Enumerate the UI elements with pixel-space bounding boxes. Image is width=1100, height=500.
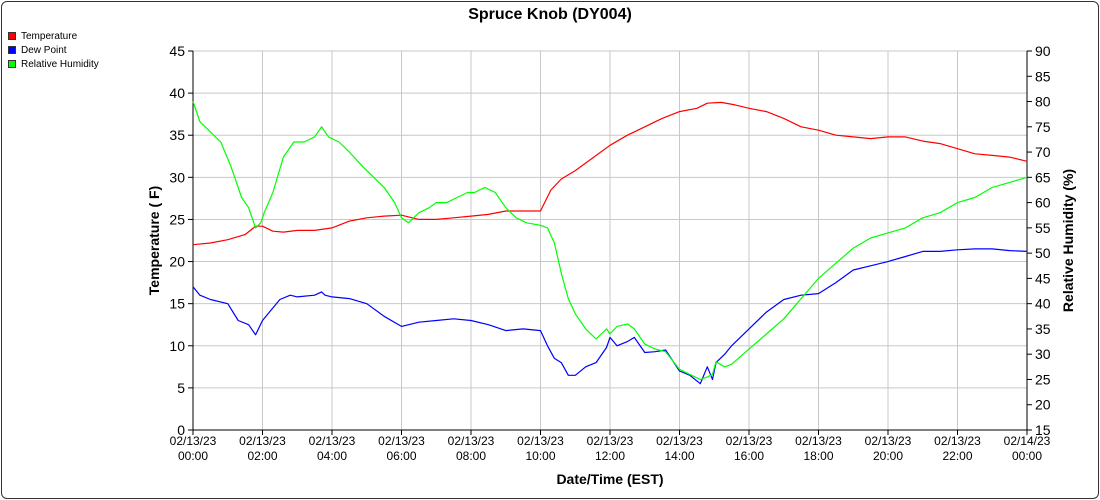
y-right-tick-label: 85 — [1035, 68, 1051, 84]
legend-label-relative-humidity: Relative Humidity — [21, 58, 99, 70]
x-tick-date: 02/13/23 — [517, 434, 564, 448]
legend-label-temperature: Temperature — [21, 30, 78, 42]
temperature-line — [192, 101, 1028, 246]
x-tick-time: 04:00 — [317, 449, 347, 463]
y-right-tick-label: 45 — [1035, 270, 1051, 286]
x-tick-date: 02/13/23 — [587, 434, 634, 448]
y-left-tick-label: 15 — [169, 296, 185, 312]
x-tick-time: 06:00 — [386, 449, 416, 463]
y-right-tick-label: 25 — [1035, 371, 1051, 387]
x-tick-date: 02/13/23 — [239, 434, 286, 448]
legend-item-relative-humidity: Relative Humidity — [8, 57, 99, 71]
chart-title: Spruce Knob (DY004) — [468, 6, 632, 23]
y-right-tick-label: 30 — [1035, 346, 1051, 362]
x-tick-time: 02:00 — [247, 449, 277, 463]
x-tick-time: 08:00 — [456, 449, 486, 463]
x-axis-title: Date/Time (EST) — [556, 471, 663, 487]
legend-swatch-relative-humidity — [8, 60, 16, 68]
x-tick-time: 20:00 — [873, 449, 903, 463]
x-tick-time: 16:00 — [734, 449, 764, 463]
x-tick-date: 02/13/23 — [656, 434, 703, 448]
y-right-tick-label: 50 — [1035, 245, 1051, 261]
y-right-tick-label: 80 — [1035, 94, 1051, 110]
x-tick-time: 14:00 — [664, 449, 694, 463]
y-right-tick-label: 75 — [1035, 119, 1051, 135]
dew-point-line — [192, 248, 1028, 385]
legend-label-dew-point: Dew Point — [21, 44, 67, 56]
y-left-tick-label: 45 — [169, 43, 185, 59]
chart-legend: Temperature Dew Point Relative Humidity — [8, 29, 99, 71]
y-left-tick-label: 10 — [169, 338, 185, 354]
x-tick-time: 18:00 — [803, 449, 833, 463]
y-right-tick-label: 60 — [1035, 195, 1051, 211]
y-left-tick-label: 25 — [169, 211, 185, 227]
y-right-tick-label: 35 — [1035, 321, 1051, 337]
y-right-tick-label: 65 — [1035, 169, 1051, 185]
x-tick-time: 00:00 — [1012, 449, 1042, 463]
x-tick-date: 02/13/23 — [309, 434, 356, 448]
y-left-tick-label: 20 — [169, 254, 185, 270]
x-tick-time: 10:00 — [525, 449, 555, 463]
y-right-tick-label: 70 — [1035, 144, 1051, 160]
relative-humidity-line — [192, 101, 1028, 381]
x-tick-date: 02/13/23 — [378, 434, 425, 448]
y-left-tick-label: 40 — [169, 85, 185, 101]
x-tick-date: 02/13/23 — [795, 434, 842, 448]
legend-swatch-temperature — [8, 32, 16, 40]
x-tick-date: 02/13/23 — [448, 434, 495, 448]
x-tick-time: 22:00 — [942, 449, 972, 463]
y-right-tick-label: 55 — [1035, 220, 1051, 236]
x-tick-date: 02/14/23 — [1004, 434, 1051, 448]
x-tick-date: 02/13/23 — [726, 434, 773, 448]
y-left-tick-label: 0 — [177, 422, 185, 438]
y-right-tick-label: 15 — [1035, 422, 1051, 438]
y-right-tick-label: 90 — [1035, 43, 1051, 59]
y-left-tick-label: 30 — [169, 169, 185, 185]
y-left-tick-label: 35 — [169, 127, 185, 143]
y-right-axis-title: Relative Humidity (%) — [1060, 169, 1076, 312]
y-right-tick-label: 20 — [1035, 397, 1051, 413]
x-tick-time: 12:00 — [595, 449, 625, 463]
x-tick-date: 02/13/23 — [865, 434, 912, 448]
x-tick-time: 00:00 — [178, 449, 208, 463]
legend-item-dew-point: Dew Point — [8, 43, 99, 57]
legend-swatch-dew-point — [8, 46, 16, 54]
x-tick-date: 02/13/23 — [170, 434, 217, 448]
y-right-tick-label: 40 — [1035, 296, 1051, 312]
x-tick-date: 02/13/23 — [934, 434, 981, 448]
y-left-tick-label: 5 — [177, 380, 185, 396]
y-left-axis-title: Temperature ( F) — [146, 186, 162, 295]
legend-item-temperature: Temperature — [8, 29, 99, 43]
